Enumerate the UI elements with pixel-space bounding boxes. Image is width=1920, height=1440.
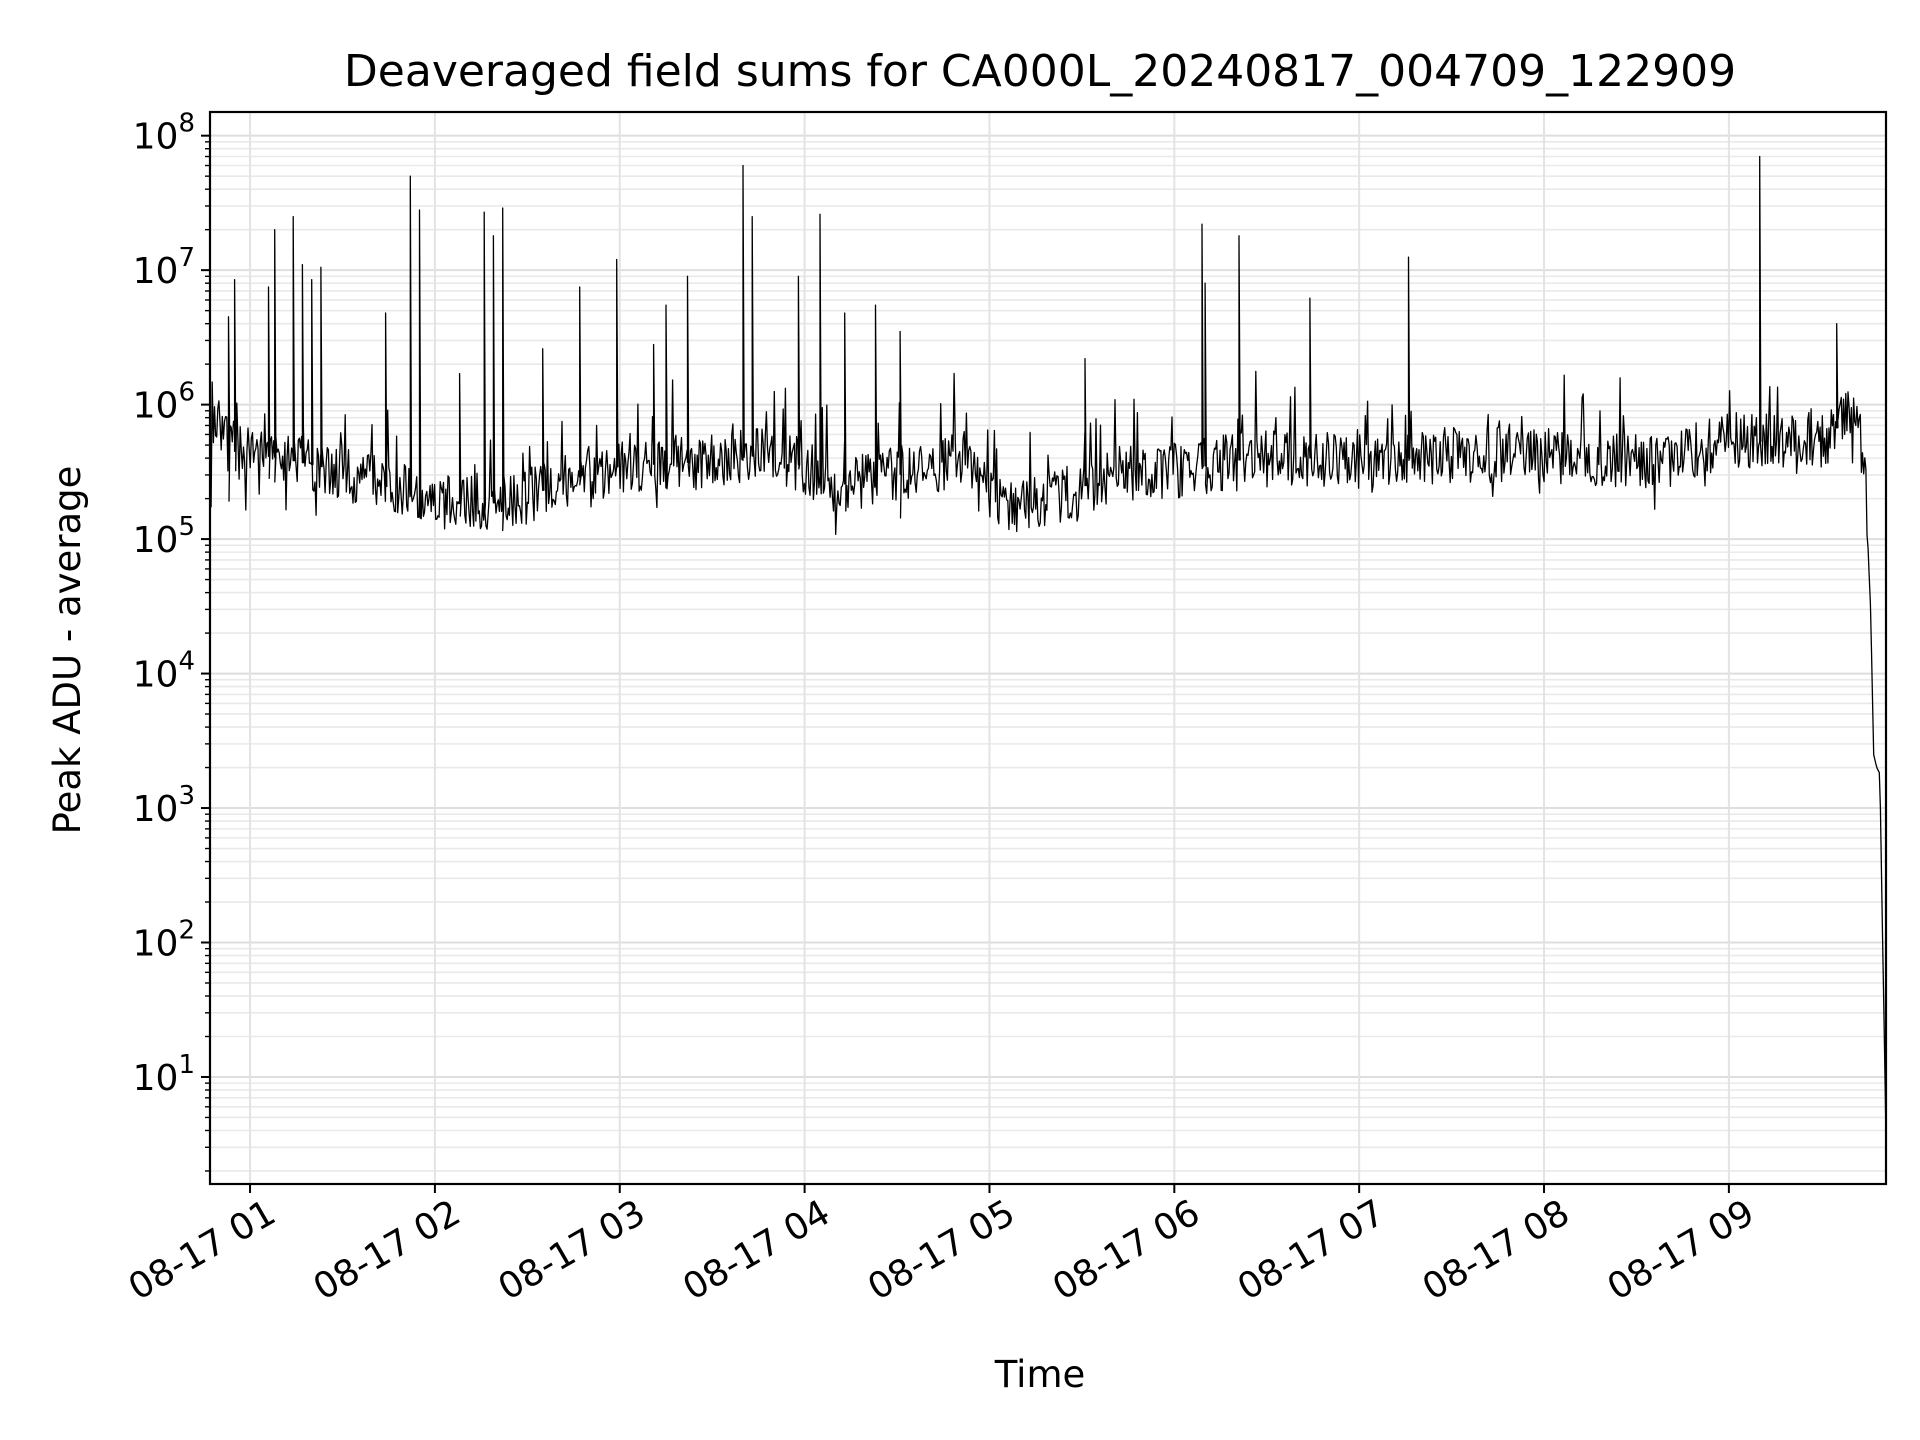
y-tick-label: 102 <box>133 916 195 965</box>
y-axis-label: Peak ADU - average <box>46 466 89 835</box>
x-axis-label: Time <box>994 1353 1086 1396</box>
y-axis-ticks: 101 102 103 104 105 106 107 108 <box>133 109 210 1172</box>
y-tick-label: 105 <box>133 512 195 561</box>
chart-title: Deaveraged field sums for CA000L_2024081… <box>344 46 1736 97</box>
data-series <box>209 155 1887 1139</box>
grid-lines <box>210 112 1886 1184</box>
y-tick-label: 108 <box>133 109 195 158</box>
y-tick-label: 107 <box>133 243 195 292</box>
plot-frame <box>208 110 1888 1186</box>
y-tick-label: 103 <box>133 781 195 830</box>
y-tick-label: 101 <box>133 1050 195 1099</box>
series-line <box>209 155 1887 1139</box>
y-tick-label: 106 <box>133 378 195 427</box>
y-tick-label: 104 <box>133 647 195 696</box>
